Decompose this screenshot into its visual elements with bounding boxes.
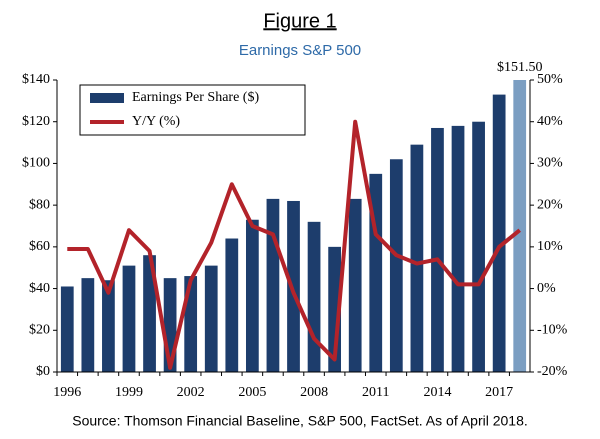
legend: Earnings Per Share ($) Y/Y (%) [79,84,306,136]
bar [122,265,136,372]
legend-swatch [90,93,124,103]
y-tick-label: $0 [36,364,50,379]
x-tick-label: 2002 [177,385,205,400]
x-tick-label: 2008 [300,385,328,400]
line [67,119,521,370]
x-tick-label: 1999 [115,385,143,400]
bar [143,255,156,372]
bar [204,265,218,372]
bar [60,286,74,372]
y2-tick-label: 40% [537,114,563,129]
data-label: $151.50 [497,60,543,75]
bar [102,280,115,372]
chart-title: Figure 1 [263,10,336,32]
bar [389,159,403,372]
bar [245,219,259,372]
y-tick-label: $40 [29,281,50,296]
bar [431,127,444,372]
bar [348,198,362,372]
y2-tick-label: -10% [537,323,568,338]
legend-label: Earnings Per Share ($) [132,90,259,105]
bar [513,80,527,372]
x-tick-label: 2011 [362,385,389,400]
x-tick-label: 2014 [423,385,451,400]
y2-tick-label: -20% [537,364,568,379]
y-tick-label: $80 [29,197,50,212]
y2-tick-label: 10% [537,239,563,254]
x-tick-label: 1996 [53,385,81,400]
y2-tick-label: 20% [537,197,563,212]
source-note: Source: Thomson Financial Baseline, S&P … [72,413,528,429]
bar [184,276,198,372]
legend-label: Y/Y (%) [132,114,180,129]
y2-tick-label: 30% [537,156,563,171]
bar [266,198,280,372]
bar [410,144,424,372]
bar [307,221,321,372]
x-tick-label: 2005 [238,385,266,400]
y2-tick-label: 0% [537,281,556,296]
bar [81,278,95,372]
y-tick-label: $120 [22,114,50,129]
plot-clip [60,80,527,372]
chart-subtitle: Earnings S&P 500 [239,42,361,59]
bar [451,125,465,372]
bar [472,121,485,372]
bar [287,200,300,372]
y-tick-label: $100 [22,156,50,171]
y2-tick-label: 50% [537,72,563,87]
bar [225,238,239,372]
y-tick-label: $20 [29,323,50,338]
x-tick-label: 2017 [485,385,513,400]
y-tick-label: $140 [22,72,50,87]
y-tick-label: $60 [29,239,50,254]
bar [492,94,506,372]
